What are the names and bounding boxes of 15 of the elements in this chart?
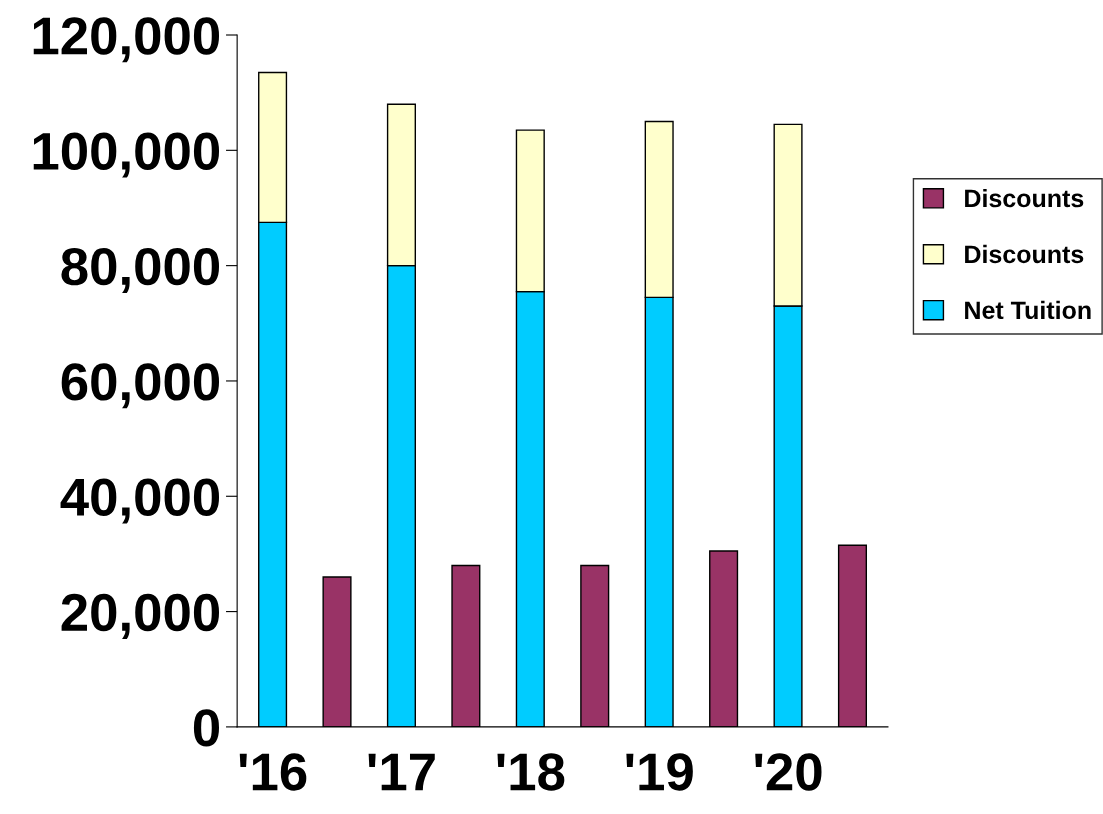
x-tick-label: '19 bbox=[626, 753, 693, 791]
y-tick-label: 20,000 bbox=[61, 593, 220, 639]
x-tick-label: '20 bbox=[755, 753, 822, 791]
y-tick-label: 80,000 bbox=[61, 247, 220, 293]
y-tick-label: 60,000 bbox=[61, 363, 220, 409]
x-tick-label: '18 bbox=[497, 753, 565, 791]
legend-label: Net Tuition bbox=[965, 300, 1091, 320]
y-tick-label: 40,000 bbox=[60, 478, 220, 524]
legend-label: Discounts bbox=[965, 188, 1084, 208]
y-tick-label: 0 bbox=[193, 709, 220, 747]
x-tick-label: '17 bbox=[368, 753, 435, 791]
y-tick-label: 120,000 bbox=[33, 17, 220, 63]
x-tick-label: '16 bbox=[239, 753, 307, 791]
y-tick-label: 100,000 bbox=[33, 132, 220, 178]
legend-label: Discounts bbox=[965, 244, 1084, 264]
